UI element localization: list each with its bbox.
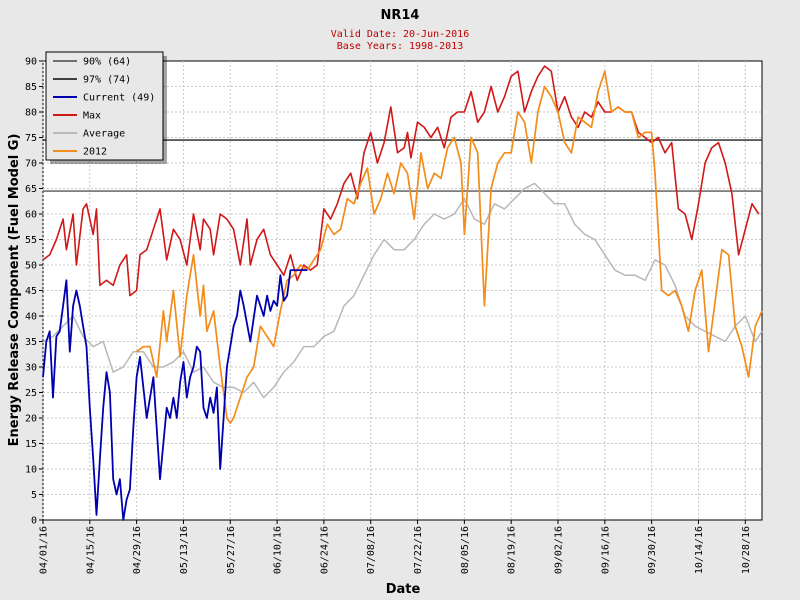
legend-item-average-label: Average bbox=[83, 129, 125, 140]
legend-item-current-label: Current (49) bbox=[83, 93, 155, 104]
x-tick-label: 06/10/16 bbox=[273, 526, 284, 574]
y-tick-label: 60 bbox=[25, 210, 37, 221]
y-tick-label: 75 bbox=[25, 133, 37, 144]
x-tick-label: 08/19/16 bbox=[507, 526, 518, 574]
x-tick-label: 05/13/16 bbox=[179, 526, 190, 574]
chart-subtitle-base-years: Base Years: 1998-2013 bbox=[337, 41, 463, 52]
x-tick-label: 05/27/16 bbox=[226, 526, 237, 574]
y-tick-label: 65 bbox=[25, 184, 37, 195]
legend-item-max-label: Max bbox=[83, 111, 101, 122]
y-tick-label: 10 bbox=[25, 465, 37, 476]
y-tick-label: 30 bbox=[25, 363, 37, 374]
legend: 90% (64) 97% (74) Current (49) Max Average 20… bbox=[45, 51, 167, 164]
legend-item-y2012-label: 2012 bbox=[83, 147, 107, 158]
y-tick-label: 45 bbox=[25, 286, 37, 297]
y-axis-ticks: 0 5 10 15 20 25 30 35 40 45 50 55 60 65 70 75 80 85 90 bbox=[25, 57, 43, 527]
x-tick-label: 10/28/16 bbox=[741, 526, 752, 574]
y-tick-label: 80 bbox=[25, 108, 37, 119]
x-tick-label: 04/01/16 bbox=[39, 526, 50, 574]
legend-item-97pct-label: 97% (74) bbox=[83, 75, 131, 86]
x-tick-label: 09/02/16 bbox=[554, 526, 565, 574]
x-tick-label: 06/24/16 bbox=[319, 526, 330, 574]
x-axis-label: Date bbox=[386, 582, 421, 597]
y-tick-label: 55 bbox=[25, 235, 37, 246]
x-tick-label: 09/30/16 bbox=[647, 526, 658, 574]
x-tick-label: 10/14/16 bbox=[694, 526, 705, 574]
legend-item-90pct-label: 90% (64) bbox=[83, 57, 131, 68]
y-tick-label: 90 bbox=[25, 57, 37, 68]
y-tick-label: 20 bbox=[25, 414, 37, 425]
x-tick-label: 07/08/16 bbox=[366, 526, 377, 574]
x-tick-label: 04/15/16 bbox=[85, 526, 96, 574]
series-line-current bbox=[42, 269, 308, 521]
y-tick-label: 35 bbox=[25, 337, 37, 348]
x-tick-label: 09/16/16 bbox=[600, 526, 611, 574]
chart-title: NR14 bbox=[381, 8, 420, 23]
y-axis-label: Energy Release Component (Fuel Model G) bbox=[7, 134, 22, 447]
x-tick-label: 04/29/16 bbox=[132, 526, 143, 574]
x-tick-label: 07/22/16 bbox=[413, 526, 424, 574]
legend-box bbox=[45, 51, 164, 161]
y-tick-label: 5 bbox=[31, 490, 37, 501]
x-tick-label: 08/05/16 bbox=[460, 526, 471, 574]
y-tick-label: 15 bbox=[25, 439, 37, 450]
series-line-average bbox=[42, 182, 763, 399]
x-axis-ticks: 04/01/16 04/15/16 04/29/16 05/13/16 05/27/16… bbox=[39, 520, 752, 574]
y-tick-label: 25 bbox=[25, 388, 37, 399]
series-lines bbox=[42, 65, 763, 521]
y-tick-label: 40 bbox=[25, 312, 37, 323]
y-tick-label: 85 bbox=[25, 82, 37, 93]
y-tick-label: 50 bbox=[25, 261, 37, 272]
chart-subtitle-valid-date: Valid Date: 20-Jun-2016 bbox=[331, 29, 469, 40]
y-tick-label: 0 bbox=[31, 516, 37, 527]
series-line-y2012 bbox=[136, 70, 763, 424]
y-tick-label: 70 bbox=[25, 159, 37, 170]
